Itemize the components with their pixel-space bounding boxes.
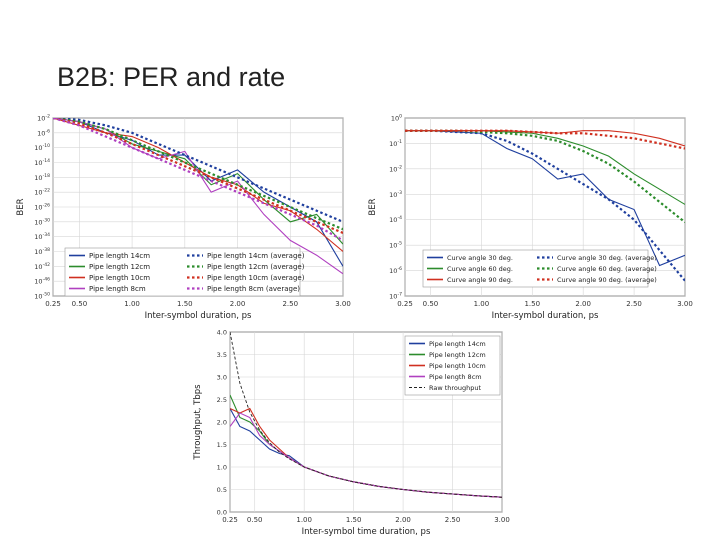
y-tick-label: 10-34 xyxy=(34,232,50,241)
chart-ber-pipe-length: 0.25 0.50 1.00 1.50 2.00 2.50 3.00 10-2 10-6 10-1… xyxy=(16,114,351,322)
legend-label: Pipe length 10cm xyxy=(89,274,150,282)
x-tick-label: 2.00 xyxy=(575,300,591,308)
x-tick-label: 0.50 xyxy=(423,300,439,308)
y-tick-label: 10-26 xyxy=(34,203,50,212)
y-tick-label: 10-2 xyxy=(37,114,50,123)
x-tick-label: 1.00 xyxy=(296,516,312,524)
x-tick-label: 0.25 xyxy=(45,300,61,308)
legend-label: Curve angle 90 deg. (average) xyxy=(557,276,657,284)
y-tick-label: 10-10 xyxy=(34,143,50,152)
y-tick-label: 10-4 xyxy=(389,215,402,224)
y-tick-label: 10-38 xyxy=(34,247,50,256)
y-tick-label: 10-1 xyxy=(389,139,402,148)
x-tick-label: 3.00 xyxy=(677,300,693,308)
legend-label: Pipe length 10cm (average) xyxy=(207,274,305,282)
legend-label: Pipe length 12cm xyxy=(429,351,486,359)
x-tick-label: 0.50 xyxy=(247,516,263,524)
x-axis-label: Inter-symbol duration, ps xyxy=(492,311,599,321)
y-tick-label: 10-6 xyxy=(37,128,50,137)
legend-label: Pipe length 8cm xyxy=(429,373,482,381)
legend-label: Pipe length 8cm xyxy=(89,285,146,293)
series-line-pipe-length-10cm-average xyxy=(53,118,343,234)
legend-label: Pipe length 14cm (average) xyxy=(207,252,305,260)
legend-label: Curve angle 30 deg. (average) xyxy=(557,254,657,262)
legend-label: Raw throughput xyxy=(429,384,482,392)
y-tick-label: 1.0 xyxy=(217,464,227,472)
y-tick-label: 10-22 xyxy=(34,188,50,197)
x-tick-label: 0.50 xyxy=(72,300,88,308)
series-group xyxy=(405,129,685,282)
series-group xyxy=(53,118,343,275)
axes: 0.25 0.50 1.00 1.50 2.00 2.50 3.00 10-2 10-6 10-1… xyxy=(16,114,351,322)
x-tick-label: 2.50 xyxy=(626,300,642,308)
legend: Pipe length 14cm Pipe length 12cm Pipe len… xyxy=(404,335,501,396)
x-tick-label: 1.50 xyxy=(524,300,540,308)
x-tick-label: 1.00 xyxy=(474,300,490,308)
x-tick-label: 2.50 xyxy=(282,300,298,308)
y-tick-label: 3.5 xyxy=(217,351,227,359)
series-line-pipe-length-8cm-average xyxy=(53,118,343,242)
y-axis-label: Throughput, Tbps xyxy=(193,384,203,461)
y-tick-label: 10-14 xyxy=(34,158,50,167)
y-tick-label: 10-42 xyxy=(34,262,50,271)
legend-label: Pipe length 12cm xyxy=(89,263,150,271)
x-tick-label: 2.00 xyxy=(395,516,411,524)
y-tick-label: 10-50 xyxy=(34,292,50,301)
legend-label: Curve angle 90 deg. xyxy=(447,276,513,284)
legend-label: Curve angle 60 deg. (average) xyxy=(557,265,657,273)
x-tick-label: 0.25 xyxy=(222,516,238,524)
slide-title: B2B: PER and rate xyxy=(57,62,286,92)
y-tick-label: 10-2 xyxy=(389,164,402,173)
x-tick-label: 3.00 xyxy=(494,516,510,524)
x-tick-label: 1.50 xyxy=(177,300,193,308)
y-tick-label: 2.0 xyxy=(217,419,227,427)
legend-label: Pipe length 14cm xyxy=(89,252,150,260)
y-tick-label: 4.0 xyxy=(217,329,227,337)
y-axis-label: BER xyxy=(16,198,26,215)
series-group xyxy=(230,332,502,498)
series-line-pipe-length-14cm-average xyxy=(53,118,343,223)
legend-label: Curve angle 60 deg. xyxy=(447,265,513,273)
y-tick-label: 0.0 xyxy=(217,509,227,517)
y-tick-label: 10-30 xyxy=(34,217,50,226)
legend-label: Pipe length 14cm xyxy=(429,340,486,348)
y-tick-label: 10-6 xyxy=(389,266,402,275)
x-tick-label: 1.00 xyxy=(124,300,140,308)
legend-box xyxy=(64,247,301,297)
x-tick-label: 3.00 xyxy=(335,300,351,308)
x-tick-label: 0.25 xyxy=(397,300,413,308)
x-axis-label: Inter-symbol duration, ps xyxy=(145,311,252,321)
y-axis-label: BER xyxy=(368,198,378,215)
chart-throughput: 0.25 0.50 1.00 1.50 2.00 2.50 3.00 0.0 0.5 1.0 1.5… xyxy=(193,329,510,538)
chart-ber-curve-angle: 0.25 0.50 1.00 1.50 2.00 2.50 3.00 100 10-1 10-2 1… xyxy=(368,114,693,322)
legend-label: Pipe length 8cm (average) xyxy=(207,285,300,293)
x-tick-label: 1.50 xyxy=(346,516,362,524)
legend: Curve angle 30 deg. Curve angle 60 deg. Cu… xyxy=(422,249,657,288)
legend-label: Pipe length 10cm xyxy=(429,362,486,370)
series-line-raw-throughput xyxy=(230,332,502,498)
x-tick-label: 2.50 xyxy=(445,516,461,524)
legend-box xyxy=(422,249,649,288)
y-tick-label: 1.5 xyxy=(217,441,227,449)
series-line-curve-angle-90-deg-average xyxy=(405,129,685,150)
y-tick-label: 10-18 xyxy=(34,173,50,182)
legend: Pipe length 14cm Pipe length 12cm Pipe len… xyxy=(64,247,305,297)
y-tick-label: 100 xyxy=(391,114,402,123)
y-tick-label: 10-7 xyxy=(389,292,402,301)
y-tick-label: 10-5 xyxy=(389,241,402,250)
y-tick-label: 0.5 xyxy=(217,486,227,494)
axes: 0.25 0.50 1.00 1.50 2.00 2.50 3.00 100 10-1 10-2 1… xyxy=(368,114,693,322)
x-axis-label: Inter-symbol time duration, ps xyxy=(302,527,431,537)
y-tick-label: 3.0 xyxy=(217,374,227,382)
legend-label: Curve angle 30 deg. xyxy=(447,254,513,262)
y-tick-label: 10-3 xyxy=(389,190,402,199)
y-tick-label: 10-46 xyxy=(34,277,50,286)
x-tick-label: 2.00 xyxy=(230,300,246,308)
legend-label: Pipe length 12cm (average) xyxy=(207,263,305,271)
axes: 0.25 0.50 1.00 1.50 2.00 2.50 3.00 0.0 0.5 1.0 1.5… xyxy=(193,329,510,538)
y-tick-label: 2.5 xyxy=(217,396,227,404)
